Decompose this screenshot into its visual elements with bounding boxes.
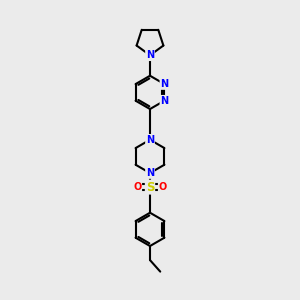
Text: O: O <box>133 182 141 192</box>
Text: N: N <box>160 96 169 106</box>
Text: N: N <box>146 50 154 60</box>
Text: N: N <box>146 135 154 145</box>
Text: N: N <box>146 168 154 178</box>
Text: N: N <box>160 79 169 89</box>
Text: S: S <box>146 181 154 194</box>
Text: O: O <box>159 182 167 192</box>
